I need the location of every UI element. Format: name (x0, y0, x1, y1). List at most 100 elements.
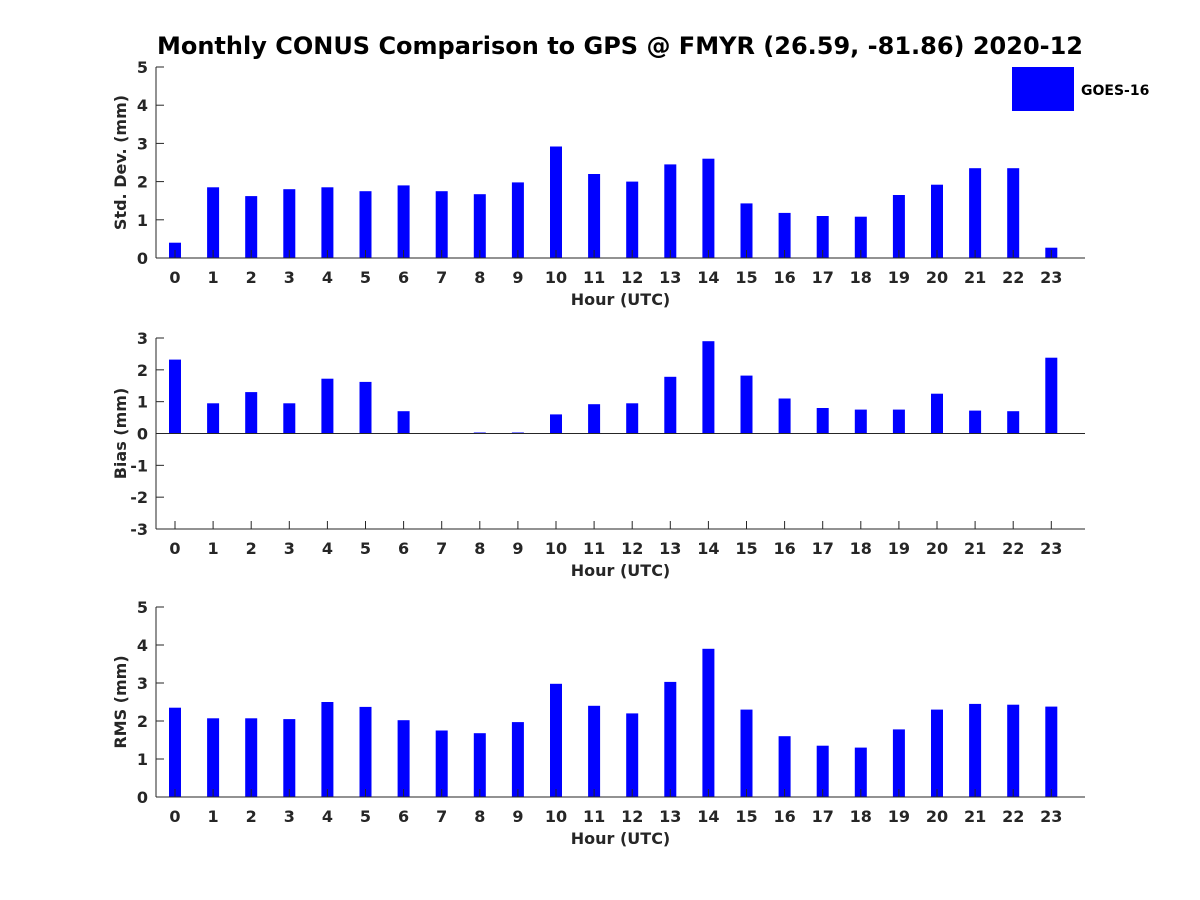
x-tick-label: 14 (697, 268, 719, 287)
x-tick-label: 11 (583, 539, 605, 558)
x-tick-label: 20 (926, 539, 948, 558)
bar-hour-5 (359, 381, 372, 434)
x-tick-label: 8 (474, 539, 485, 558)
bar-hour-23 (1045, 706, 1058, 797)
y-axis-label: Bias (mm) (111, 388, 130, 480)
x-tick-label: 16 (773, 268, 795, 287)
x-tick-label: 14 (697, 807, 719, 826)
x-tick-label: 15 (735, 807, 757, 826)
x-tick-label: 23 (1040, 268, 1062, 287)
bar-hour-17 (816, 216, 829, 258)
x-tick-label: 6 (398, 539, 409, 558)
bar-hour-1 (207, 718, 220, 797)
y-tick-label: 2 (137, 361, 148, 380)
y-tick-label: 0 (137, 425, 148, 444)
bar-hour-1 (207, 403, 220, 434)
x-tick-label: 1 (208, 539, 219, 558)
x-tick-label: 20 (926, 807, 948, 826)
x-tick-label: 13 (659, 807, 681, 826)
y-tick-label: 0 (137, 788, 148, 807)
bar-hour-12 (626, 713, 639, 797)
x-tick-label: 1 (208, 268, 219, 287)
x-tick-label: 19 (888, 268, 910, 287)
x-tick-label: 15 (735, 268, 757, 287)
x-tick-label: 13 (659, 268, 681, 287)
y-tick-label: 0 (137, 249, 148, 268)
bar-hour-22 (1007, 704, 1020, 797)
y-axis-label: RMS (mm) (111, 655, 130, 748)
x-tick-label: 8 (474, 268, 485, 287)
x-tick-label: 7 (436, 807, 447, 826)
x-tick-label: 17 (812, 539, 834, 558)
x-tick-label: 12 (621, 268, 643, 287)
bar-hour-13 (664, 376, 677, 434)
bar-hour-16 (778, 736, 791, 797)
bar-hour-12 (626, 181, 639, 258)
x-tick-label: 18 (850, 539, 872, 558)
y-tick-label: -3 (130, 520, 148, 539)
x-tick-label: 16 (773, 539, 795, 558)
bar-hour-8 (473, 194, 486, 258)
x-tick-label: 14 (697, 539, 719, 558)
x-axis-label: Hour (UTC) (571, 290, 671, 309)
x-tick-label: 23 (1040, 807, 1062, 826)
x-tick-label: 10 (545, 807, 567, 826)
bar-hour-10 (550, 146, 562, 258)
bar-hour-9 (511, 182, 524, 258)
x-tick-label: 20 (926, 268, 948, 287)
bar-hour-10 (550, 683, 562, 797)
x-axis-label: Hour (UTC) (571, 829, 671, 848)
bar-hour-11 (588, 174, 601, 258)
x-tick-label: 23 (1040, 539, 1062, 558)
bar-hour-20 (931, 709, 943, 797)
bar-hour-16 (778, 212, 791, 258)
bar-hour-9 (511, 722, 524, 797)
y-tick-label: 5 (137, 598, 148, 617)
bar-hour-2 (245, 718, 258, 797)
bar-hour-0 (169, 359, 181, 434)
x-tick-label: 0 (169, 539, 180, 558)
y-tick-label: 3 (137, 329, 148, 348)
bar-hour-16 (778, 398, 791, 434)
x-tick-label: 9 (512, 268, 523, 287)
bar-hour-17 (816, 745, 829, 797)
bar-hour-20 (931, 184, 943, 258)
y-tick-label: 2 (137, 173, 148, 192)
x-tick-label: 5 (360, 539, 371, 558)
y-tick-label: -2 (130, 488, 148, 507)
bar-hour-19 (892, 729, 905, 797)
x-tick-label: 10 (545, 539, 567, 558)
bar-hour-6 (397, 720, 410, 797)
bar-hour-5 (359, 191, 372, 258)
x-tick-label: 4 (322, 539, 333, 558)
chart-title: Monthly CONUS Comparison to GPS @ FMYR (… (157, 32, 1083, 60)
x-tick-label: 0 (169, 807, 180, 826)
x-tick-label: 3 (284, 807, 295, 826)
bar-hour-4 (321, 702, 334, 797)
y-tick-label: 5 (137, 58, 148, 77)
x-tick-label: 2 (246, 807, 257, 826)
bar-hour-4 (321, 378, 334, 434)
y-tick-label: 4 (137, 636, 148, 655)
bar-hour-13 (664, 681, 677, 797)
bar-hour-19 (892, 195, 905, 258)
x-tick-label: 5 (360, 268, 371, 287)
bar-hour-10 (550, 414, 562, 434)
x-tick-label: 21 (964, 268, 986, 287)
bar-hour-2 (245, 196, 258, 258)
bar-hour-7 (435, 191, 448, 258)
bar-hour-12 (626, 403, 639, 434)
x-tick-label: 19 (888, 807, 910, 826)
bar-hour-20 (931, 393, 943, 434)
x-tick-label: 7 (436, 539, 447, 558)
x-tick-label: 19 (888, 539, 910, 558)
bar-hour-6 (397, 411, 410, 434)
bar-hour-4 (321, 187, 334, 258)
bar-hour-18 (854, 747, 867, 797)
bar-hour-17 (816, 408, 829, 434)
bar-hour-18 (854, 216, 867, 258)
y-tick-label: 4 (137, 96, 148, 115)
